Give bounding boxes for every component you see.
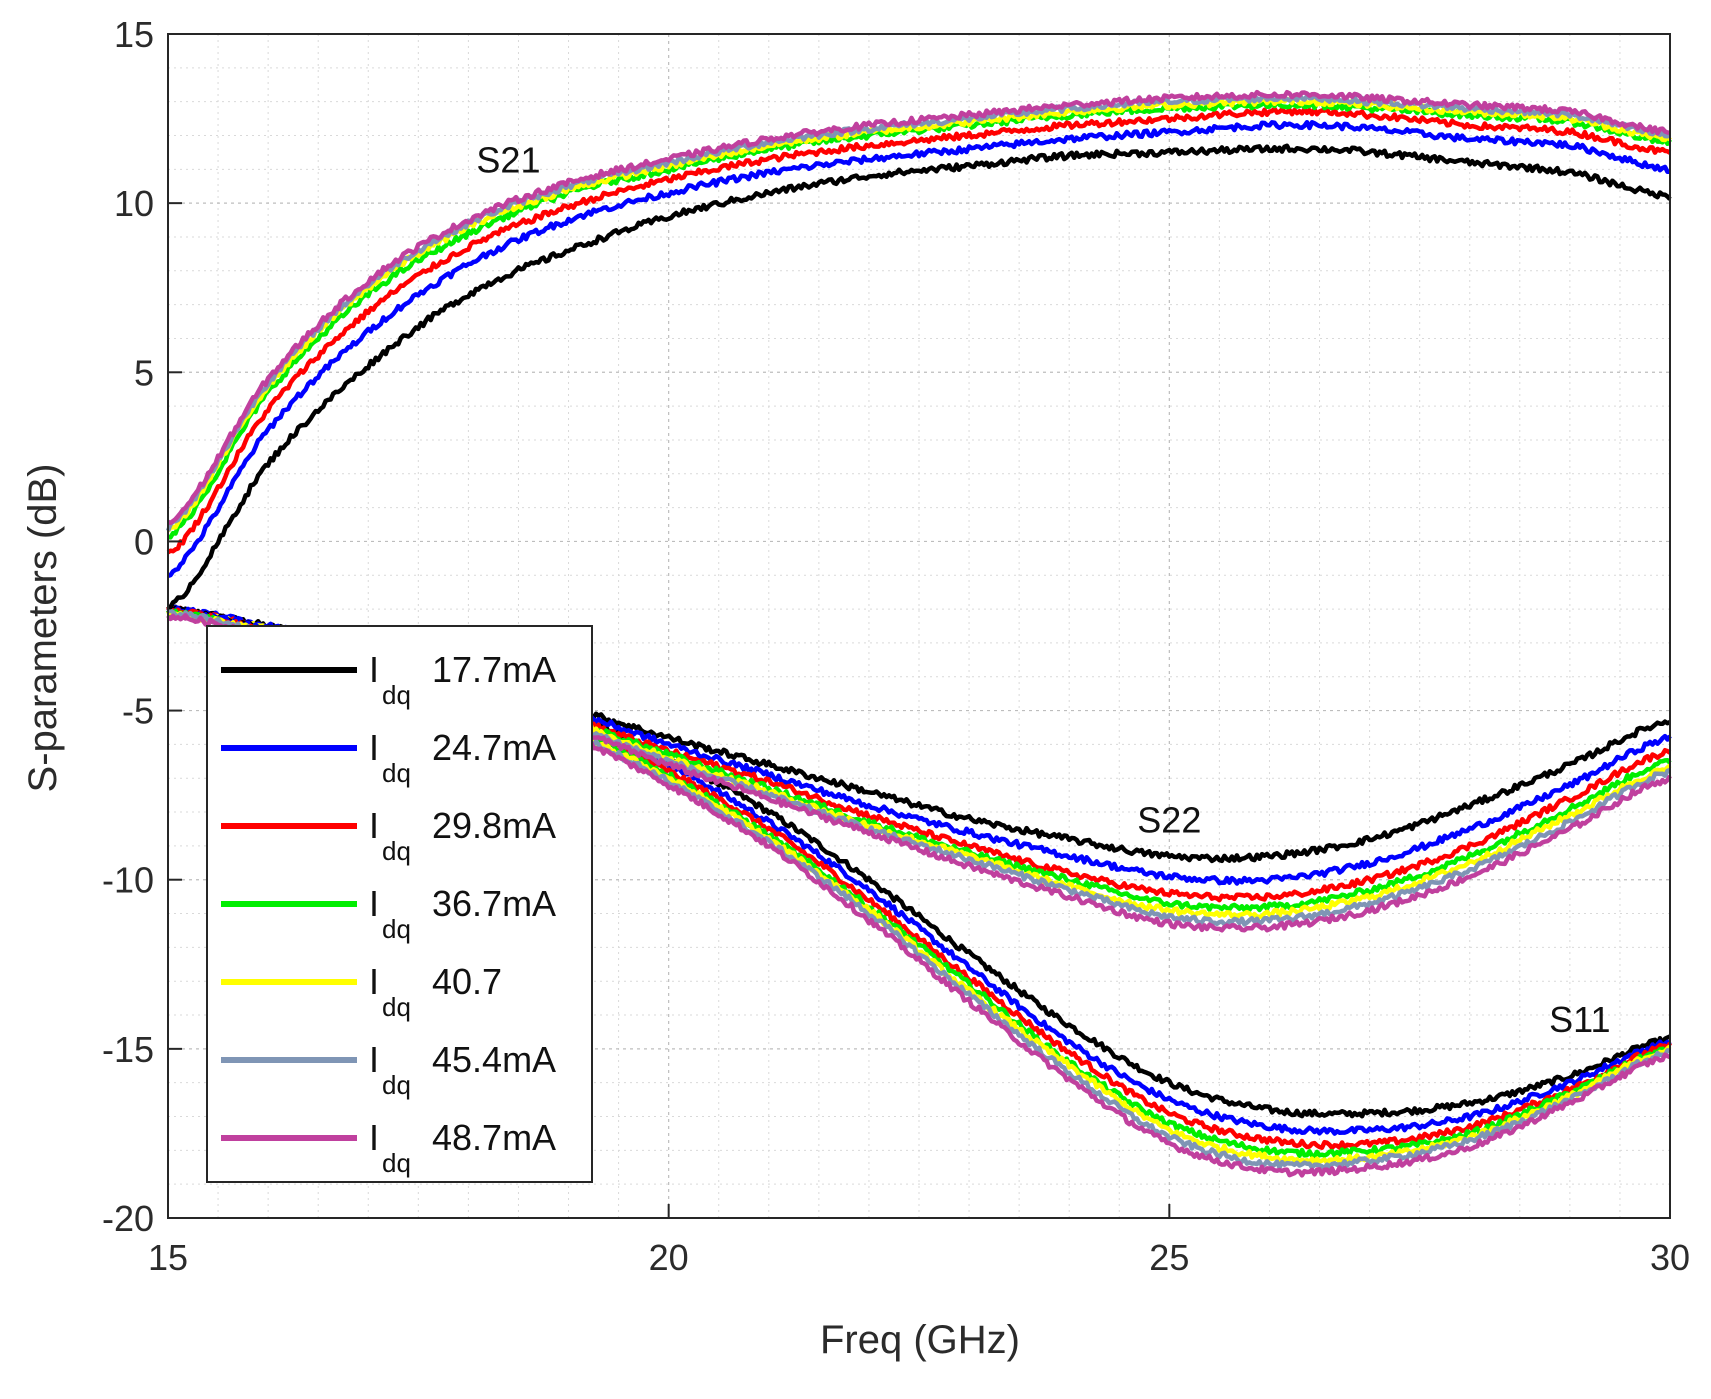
y-tick-label: 15	[114, 14, 154, 55]
s21-series-line-6	[167, 89, 1671, 526]
legend-label-subscript: dq	[382, 1070, 411, 1100]
s21-series-line-0	[167, 143, 1672, 610]
legend-label-main: I	[369, 727, 379, 768]
legend-label-main: I	[369, 1117, 379, 1158]
legend-label-value: 45.4mA	[432, 1039, 556, 1080]
legend-label-subscript: dq	[382, 758, 411, 788]
y-tick-label: -20	[102, 1198, 154, 1239]
s21-series-line-4	[166, 96, 1672, 533]
x-tick-label: 30	[1650, 1237, 1690, 1278]
legend: Idq 17.7mA Idq 24.7mA Idq 29.8mA Idq 36.7mA Idq 4…	[206, 625, 593, 1183]
y-tick-label: -5	[122, 691, 154, 732]
plot-frame	[167, 33, 1671, 1219]
annotation-s22: S22	[1137, 799, 1201, 840]
y-tick-label: -10	[102, 860, 154, 901]
legend-label-value: 29.8mA	[432, 805, 556, 846]
legend-label-value: 24.7mA	[432, 727, 556, 768]
s21-series-line-2	[166, 106, 1672, 555]
legend-label-main: I	[369, 883, 379, 924]
x-tick-label: 20	[649, 1237, 689, 1278]
legend-label-value: 17.7mA	[432, 649, 556, 690]
x-axis-title: Freq (GHz)	[820, 1318, 1020, 1362]
legend-label-main: I	[369, 649, 379, 690]
legend-label-main: I	[369, 1039, 379, 1080]
y-tick-label: -15	[102, 1029, 154, 1070]
legend-label-main: I	[369, 805, 379, 846]
y-tick-label: 10	[114, 183, 154, 224]
legend-label-main: I	[369, 961, 379, 1002]
legend-label-subscript: dq	[382, 914, 411, 944]
legend-label-subscript: dq	[382, 680, 411, 710]
tick-layer: 15 20 25 30 15 10 5 0 -5 -10 -15 -20	[102, 14, 1690, 1278]
legend-label-subscript: dq	[382, 1148, 411, 1178]
y-tick-label: 5	[134, 352, 154, 393]
s21-series-line-1	[167, 119, 1671, 579]
legend-label-value: 48.7mA	[432, 1117, 556, 1158]
y-axis-title: S-parameters (dB)	[21, 464, 65, 793]
x-tick-label: 15	[148, 1237, 188, 1278]
annotation-layer: S21 S22 S11	[476, 140, 1610, 1040]
legend-label-subscript: dq	[382, 992, 411, 1022]
legend-label-value: 36.7mA	[432, 883, 556, 924]
annotation-s11: S11	[1549, 999, 1610, 1040]
annotation-s21: S21	[476, 140, 540, 181]
minor-grid	[168, 34, 1670, 1218]
y-tick-label: 0	[134, 521, 154, 562]
x-tick-label: 25	[1149, 1237, 1189, 1278]
legend-label-subscript: dq	[382, 836, 411, 866]
legend-label-value: 40.7	[432, 961, 502, 1002]
